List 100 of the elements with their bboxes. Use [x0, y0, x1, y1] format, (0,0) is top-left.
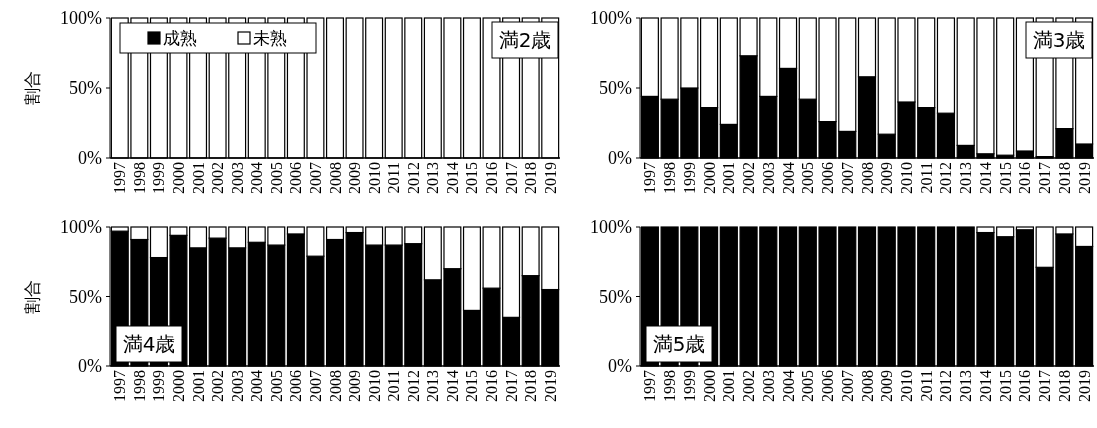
x-tick-label: 2014	[976, 370, 994, 402]
x-tick-label: 2006	[819, 370, 837, 402]
x-tick-label: 2018	[522, 162, 540, 194]
annotation: 満3歳	[1032, 28, 1086, 52]
x-tick-label: 2018	[1055, 162, 1073, 194]
x-tick-label: 2015	[996, 162, 1014, 194]
y-tick-label: 50%	[69, 286, 102, 307]
x-tick-label: 2011	[385, 162, 403, 194]
x-tick-label: 2017	[502, 370, 520, 402]
y-tick-label: 100%	[590, 217, 632, 237]
x-tick-label: 2004	[779, 370, 797, 402]
x-tick-label: 2012	[404, 370, 422, 402]
x-tick-label: 2005	[267, 370, 285, 402]
y-tick-label: 100%	[60, 217, 102, 237]
x-tick-label: 2006	[287, 370, 305, 402]
x-tick-label: 2000	[169, 162, 187, 194]
x-tick-label: 2001	[189, 162, 207, 194]
x-tick-label: 2007	[306, 162, 324, 194]
x-tick-label: 2010	[897, 370, 915, 402]
x-tick-label: 2011	[917, 162, 935, 194]
x-tick-label: 2006	[819, 162, 837, 194]
x-tick-label: 2003	[759, 370, 777, 402]
y-tick-label: 0%	[78, 148, 102, 168]
x-tick-label: 2010	[365, 370, 383, 402]
x-tick-label: 2010	[365, 162, 383, 194]
x-tick-label: 2000	[700, 370, 718, 402]
x-tick-label: 2013	[424, 370, 442, 402]
x-tick-label: 2005	[799, 370, 817, 402]
x-tick-label: 2014	[443, 370, 461, 402]
x-tick-label: 2016	[1016, 370, 1034, 402]
x-tick-label: 2004	[779, 162, 797, 194]
x-tick-label: 2019	[541, 370, 559, 402]
y-tick-label: 0%	[78, 356, 102, 376]
legend-label: 成熟	[163, 28, 197, 48]
x-tick-label: 2004	[248, 162, 266, 194]
x-tick-label: 1999	[680, 162, 698, 194]
x-tick-label: 2006	[287, 162, 305, 194]
x-tick-label: 2001	[189, 370, 207, 402]
x-tick-label: 1999	[680, 370, 698, 402]
x-tick-label: 2018	[522, 370, 540, 402]
x-tick-label: 1998	[130, 370, 148, 402]
x-tick-label: 2015	[996, 370, 1014, 402]
x-tick-label: 1999	[150, 370, 168, 402]
x-tick-label: 2008	[326, 162, 344, 194]
x-tick-label: 2015	[463, 370, 481, 402]
x-tick-label: 2012	[404, 162, 422, 194]
x-tick-label: 1999	[150, 162, 168, 194]
y-tick-label: 0%	[608, 356, 632, 376]
x-tick-label: 2013	[957, 162, 975, 194]
x-tick-label: 2007	[838, 370, 856, 402]
x-tick-label: 2011	[385, 370, 403, 402]
x-tick-label: 2014	[976, 162, 994, 194]
x-tick-label: 2019	[1075, 162, 1093, 194]
x-tick-label: 2002	[209, 370, 227, 402]
x-tick-label: 2002	[740, 162, 758, 194]
y-tick-label: 50%	[599, 78, 632, 98]
x-tick-label: 2019	[541, 162, 559, 194]
x-tick-label: 2007	[306, 370, 324, 402]
x-tick-label: 2001	[720, 162, 738, 194]
x-tick-label: 2016	[1016, 162, 1034, 194]
x-tick-label: 1997	[111, 370, 129, 402]
x-tick-label: 2005	[267, 162, 285, 194]
x-tick-label: 2007	[838, 162, 856, 194]
x-tick-label: 2017	[1036, 370, 1054, 402]
x-tick-label: 2015	[463, 162, 481, 194]
legend-label: 未熟	[253, 28, 287, 48]
y-tick-label: 100%	[590, 8, 632, 28]
annotation: 満5歳	[652, 332, 706, 356]
x-tick-label: 1997	[111, 162, 129, 194]
x-tick-label: 1998	[130, 162, 148, 194]
x-tick-label: 2002	[740, 370, 758, 402]
x-tick-label: 1997	[641, 370, 659, 402]
x-tick-label: 2008	[326, 370, 344, 402]
x-tick-label: 2017	[502, 162, 520, 194]
x-tick-label: 2005	[799, 162, 817, 194]
x-tick-label: 2016	[483, 370, 501, 402]
x-tick-label: 2013	[424, 162, 442, 194]
x-tick-label: 2019	[1075, 370, 1093, 402]
x-tick-label: 2003	[228, 370, 246, 402]
x-tick-label: 2009	[346, 370, 364, 402]
y-tick-label: 50%	[69, 78, 102, 98]
x-tick-label: 2012	[937, 370, 955, 402]
y-tick-label: 50%	[599, 286, 632, 307]
x-tick-label: 2011	[917, 370, 935, 402]
y-tick-label: 0%	[608, 148, 632, 168]
x-tick-label: 2009	[878, 370, 896, 402]
x-tick-label: 2000	[169, 370, 187, 402]
x-tick-label: 2003	[759, 162, 777, 194]
x-tick-label: 2000	[700, 162, 718, 194]
y-axis-title: 割合	[22, 71, 42, 105]
x-tick-label: 1997	[641, 162, 659, 194]
x-tick-label: 2008	[858, 370, 876, 402]
x-tick-label: 2009	[878, 162, 896, 194]
x-tick-label: 2003	[228, 162, 246, 194]
annotation: 満2歳	[498, 28, 552, 52]
x-tick-label: 2008	[858, 162, 876, 194]
annotation: 満4歳	[122, 332, 176, 356]
x-tick-label: 1998	[661, 162, 679, 194]
y-axis-title: 割合	[22, 279, 42, 314]
x-tick-label: 2018	[1055, 370, 1073, 402]
